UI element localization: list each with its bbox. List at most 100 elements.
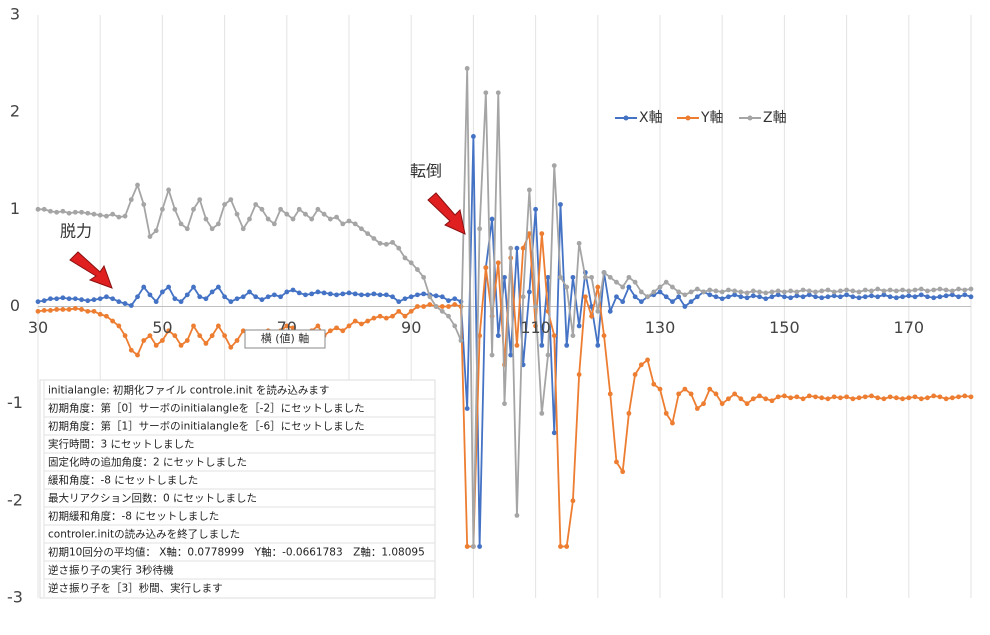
marker [85, 210, 91, 216]
marker [66, 307, 72, 312]
marker [576, 240, 582, 246]
marker [757, 393, 762, 399]
tooltip: 横 (値) 軸 [244, 329, 326, 349]
marker [539, 410, 545, 416]
marker [862, 394, 868, 400]
marker [862, 294, 868, 300]
marker [701, 289, 706, 295]
x-tick-label: 90 [401, 318, 421, 337]
marker [788, 295, 794, 301]
marker [844, 287, 849, 293]
x-tick-label: 30 [28, 318, 48, 337]
marker [116, 299, 122, 305]
marker [670, 420, 675, 426]
marker [912, 394, 918, 400]
marker [813, 394, 818, 400]
log-line: 初期緩和角度：-8 にセットしました [48, 510, 219, 523]
marker [315, 206, 321, 212]
marker [452, 302, 458, 307]
log-line: 実行時間：3 にセットしました [48, 438, 195, 451]
marker [483, 265, 489, 271]
marker [228, 197, 234, 203]
marker [875, 294, 881, 300]
marker [825, 287, 831, 293]
marker [66, 210, 72, 216]
marker [925, 288, 930, 294]
annotation: 脱力 [60, 222, 92, 241]
marker [676, 294, 682, 300]
marker [657, 284, 663, 290]
marker [570, 333, 576, 339]
marker [526, 231, 532, 237]
marker [41, 307, 47, 313]
arrow [69, 192, 466, 289]
marker [97, 212, 103, 218]
marker [191, 323, 196, 329]
marker [900, 287, 905, 293]
marker [900, 294, 905, 300]
marker [483, 90, 489, 96]
marker [72, 306, 78, 311]
marker [694, 406, 700, 411]
marker [122, 301, 128, 306]
marker [415, 267, 420, 272]
marker [918, 396, 924, 402]
marker [620, 284, 626, 290]
marker [800, 287, 806, 293]
marker [477, 544, 483, 549]
marker [471, 544, 476, 549]
marker [682, 386, 688, 392]
marker [564, 284, 570, 290]
marker [856, 289, 862, 295]
marker [284, 289, 290, 295]
marker [875, 395, 881, 401]
marker [147, 292, 153, 298]
marker [937, 286, 943, 292]
marker [558, 274, 563, 280]
marker [197, 294, 203, 300]
marker [309, 216, 315, 222]
marker [359, 292, 364, 298]
marker [750, 396, 756, 402]
marker [607, 391, 613, 397]
marker [346, 218, 352, 224]
marker [825, 294, 831, 300]
marker [54, 209, 60, 215]
x-tick-label: 170 [894, 318, 925, 337]
log-line: controler.initの読み込みを終了しました [48, 528, 240, 541]
marker [688, 289, 694, 295]
marker [632, 372, 638, 377]
marker [104, 313, 109, 319]
marker [906, 395, 912, 401]
marker [222, 333, 228, 339]
marker [775, 394, 781, 400]
marker [906, 293, 912, 299]
marker [60, 295, 66, 301]
marker [85, 308, 91, 314]
marker [925, 395, 930, 401]
marker [153, 299, 159, 305]
marker [713, 391, 719, 397]
marker [408, 260, 414, 266]
marker [334, 292, 339, 298]
marker [377, 313, 383, 319]
marker [701, 401, 706, 407]
marker [968, 394, 974, 400]
marker [582, 294, 588, 300]
marker [732, 292, 738, 298]
marker [421, 291, 427, 297]
log-line: 逆さ振り子を［3］秒間、実行します [48, 582, 223, 595]
marker [769, 289, 775, 295]
marker [178, 342, 184, 348]
marker [97, 311, 103, 317]
marker [806, 288, 812, 294]
marker [135, 352, 140, 358]
marker [539, 231, 545, 237]
marker [813, 289, 818, 295]
marker [949, 395, 955, 401]
marker [85, 298, 91, 304]
marker [551, 163, 557, 169]
marker [396, 245, 402, 251]
y-tick-label: 2 [10, 102, 20, 121]
